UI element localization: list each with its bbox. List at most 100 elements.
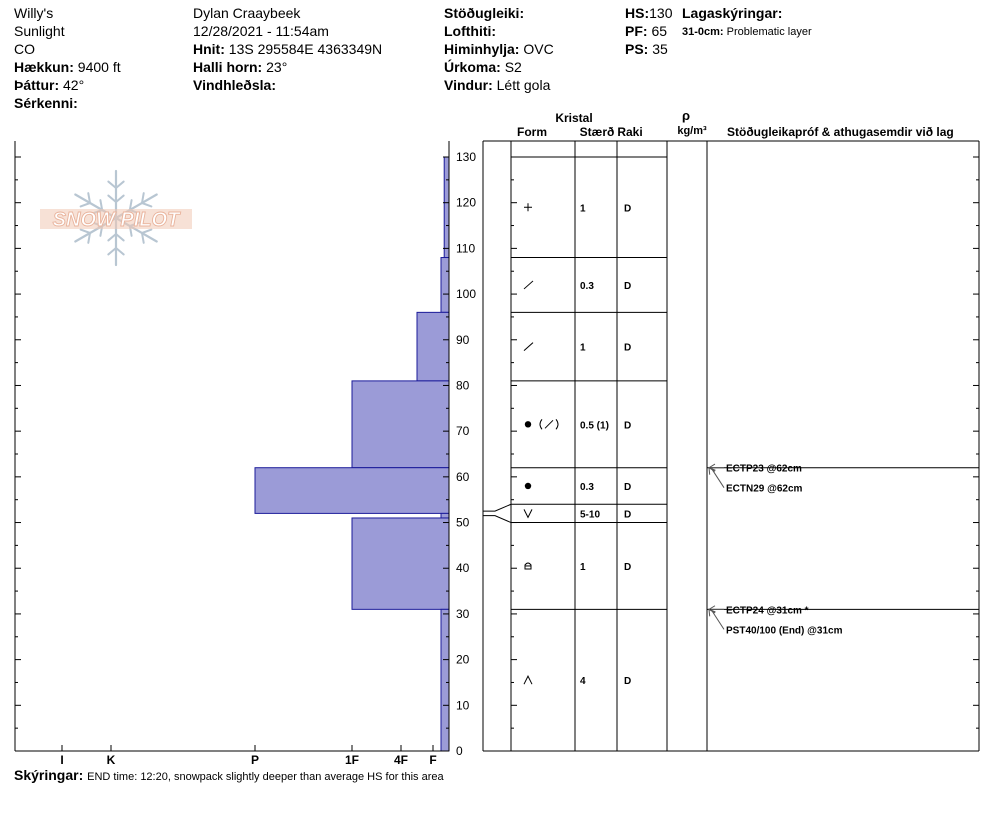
pf-row: PF: 65 (625, 23, 668, 39)
snowflake-branch (107, 247, 117, 256)
snowflake-branch (128, 199, 133, 211)
hardness-tick-label: 4F (394, 753, 408, 767)
layer-moisture: D (624, 676, 631, 687)
hardness-bar (443, 156, 450, 259)
depth-labels: 0 10 20 30 40 50 60 70 80 90 100 110 120 130 (456, 150, 476, 758)
snowflake-branch (87, 192, 92, 204)
paren-left (539, 418, 543, 430)
slash (544, 419, 554, 429)
form-icon-slash (523, 280, 534, 290)
hardness-bar (440, 608, 450, 752)
elevation-value: 9400 ft (77, 59, 121, 75)
site-range: Sunlight (14, 23, 65, 39)
form-icon-box (524, 562, 532, 570)
connector-bottom (483, 515, 512, 523)
form-icon-dot-slash (524, 418, 559, 430)
depth-tick-label: 50 (456, 516, 470, 530)
snowflake-branch (140, 202, 153, 208)
features-row: Sérkenni: (14, 95, 78, 111)
depth-tick-label: 30 (456, 607, 470, 621)
test-label: ECTN29 @62cm (726, 484, 803, 495)
depth-tick-label: 130 (456, 150, 476, 164)
layer-note-depth: 31-0cm: (682, 26, 724, 38)
snowflake-branch (107, 194, 117, 203)
hardness-bar (416, 311, 450, 382)
hardness-bar (440, 257, 450, 313)
stability-row: Stöðugleiki: (444, 5, 525, 21)
form-icon-slash (523, 342, 534, 351)
slope-value: 23° (266, 59, 288, 75)
test-label: PST40/100 (End) @31cm (726, 625, 843, 636)
layer-connectors (483, 503, 512, 523)
pf-value: 65 (651, 23, 668, 39)
form-icon-caret (523, 675, 533, 685)
wind-loading-row: Vindhleðsla: (193, 77, 276, 93)
hardness-plot: 0 10 20 30 40 50 60 70 80 90 100 110 120 130 I K P 1F 4F F (14, 141, 476, 767)
layer-moisture: D (624, 203, 631, 214)
col-header-tests: Stöðugleikapróf & athugasemdir við lag (727, 125, 954, 139)
ps-row: PS: 35 (625, 41, 668, 57)
test-arrow-head (708, 608, 716, 617)
site-state: CO (14, 41, 35, 57)
test-arrow-line (710, 609, 725, 630)
observation-datetime: 12/28/2021 - 11:54am (193, 23, 329, 39)
comments-label: Skýringar: (14, 767, 84, 783)
layer-size: 0.3 (580, 281, 594, 292)
col-header-crystal: Kristal (555, 111, 592, 125)
test-arrow-head (708, 466, 716, 475)
snowflake-branch (140, 232, 145, 244)
layer-notes-title: Lagaskýringar: (682, 5, 783, 21)
ps-value: 35 (652, 41, 668, 57)
depth-tick-label: 120 (456, 196, 476, 210)
depth-tick-label: 0 (456, 744, 463, 758)
hardness-tick-label: K (107, 753, 116, 767)
comments-text: END time: 12:20, snowpack slightly deepe… (87, 771, 444, 783)
snowflake-branch (115, 180, 125, 189)
test-label: ECTP24 @31cm * (726, 605, 809, 616)
depth-tick-label: 70 (456, 424, 470, 438)
col-header-moisture: Raki (617, 125, 642, 139)
snowflake-branch (115, 233, 125, 242)
hardness-tick-label: F (429, 753, 436, 767)
layer-moisture: D (624, 281, 631, 292)
col-header-density-unit: kg/m³ (677, 125, 707, 137)
wind-value: Létt gola (496, 77, 551, 93)
crystal-table: Kristal Form Stærð Raki ρ kg/m³ Stöðugle… (482, 108, 980, 752)
site-info: Willy's Sunlight CO Hækkun: 9400 ft Þátt… (14, 4, 121, 112)
dot (524, 421, 532, 428)
layer-moisture: D (624, 343, 631, 354)
depth-tick-label: 90 (456, 333, 470, 347)
comments-row: Skýringar: END time: 12:20, snowpack sli… (14, 766, 444, 786)
snowflake-branch (140, 192, 145, 204)
depth-tick-label: 110 (456, 241, 475, 255)
caret-mark (523, 675, 533, 685)
layer-moisture: D (624, 420, 631, 431)
hardness-bar (254, 467, 450, 514)
slope-row: Halli horn: 23° (193, 59, 288, 75)
stability-tests: ECTP24 @31cm * PST40/100 (End) @31cm ECTP2… (707, 463, 979, 636)
layer-moisture: D (624, 509, 631, 520)
snowflake-branch (79, 202, 92, 208)
test-arrow-line (710, 467, 725, 488)
aspect-row: Þáttur: 42° (14, 77, 85, 93)
observer-name: Dylan Craaybeek (193, 5, 301, 21)
wind-row: Vindur: Létt gola (444, 77, 551, 93)
paren-right (555, 418, 559, 430)
depth-tick-label: 60 (456, 470, 470, 484)
coords-row: Hnit: 13S 295584E 4363349N (193, 41, 383, 57)
col-header-form: Form (517, 125, 547, 139)
hardness-bar (440, 512, 450, 519)
site-name: Willy's (14, 5, 54, 21)
snowflake-branch (87, 232, 92, 244)
form-icon-v (523, 509, 533, 519)
layer-rows: 1 D 0.3 D 1 D 0.5 (1) D 0.3 D 5-10 D 1 D 4 D (511, 156, 667, 687)
snowflake-branch (107, 180, 117, 189)
snowflake-branch (115, 247, 125, 256)
layer-size: 1 (580, 203, 586, 214)
hardness-tick-label: 1F (345, 753, 359, 767)
snowflake-branch (115, 194, 125, 203)
snowflake-branch (99, 199, 104, 211)
sky-row: Himinhylja: OVC (444, 41, 554, 57)
left-ticks (15, 156, 21, 752)
aspect-value: 42° (63, 77, 85, 93)
